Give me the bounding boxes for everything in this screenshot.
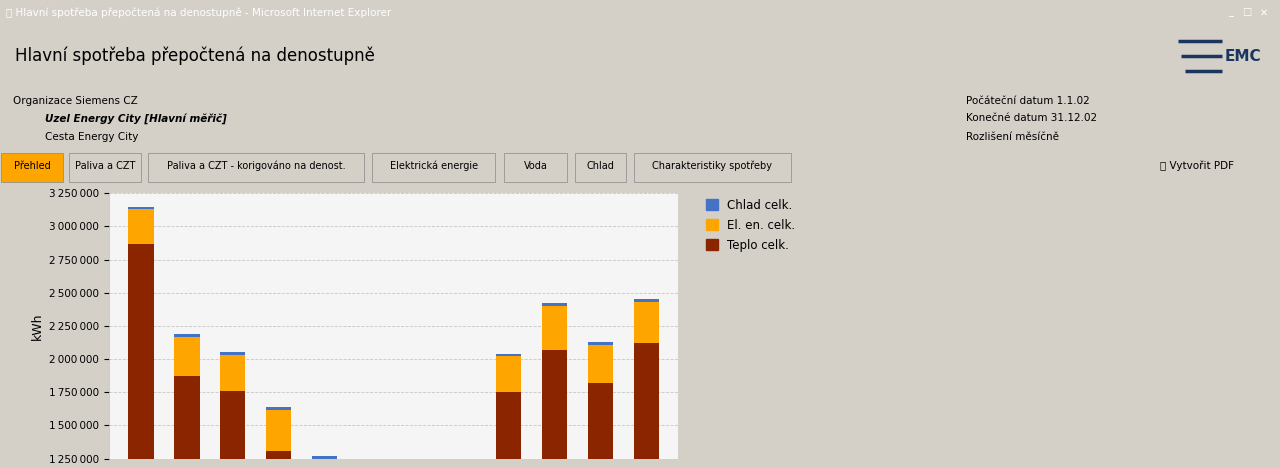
Bar: [220, 355, 246, 391]
Text: Uzel Energy City [Hlavní měřič]: Uzel Energy City [Hlavní měřič]: [45, 113, 227, 124]
Bar: [266, 451, 292, 468]
Bar: [634, 302, 659, 343]
Text: EMC: EMC: [1225, 49, 1262, 64]
Bar: [541, 306, 567, 350]
Bar: [174, 334, 200, 336]
Text: Konečné datum 31.12.02: Konečné datum 31.12.02: [966, 113, 1097, 123]
Bar: [588, 383, 613, 468]
Text: Paliva a CZT - korigováno na denost.: Paliva a CZT - korigováno na denost.: [166, 161, 346, 171]
Text: Chlad: Chlad: [586, 161, 614, 171]
Bar: [312, 456, 338, 468]
Bar: [575, 153, 626, 182]
Bar: [541, 350, 567, 468]
Bar: [128, 209, 154, 244]
Text: Počáteční datum 1.1.02: Počáteční datum 1.1.02: [966, 96, 1091, 106]
Bar: [220, 391, 246, 468]
Bar: [588, 342, 613, 344]
Text: Přehled: Přehled: [14, 161, 50, 171]
Text: Rozlišení měsíčně: Rozlišení měsíčně: [966, 132, 1060, 142]
Legend: Chlad celk., El. en. celk., Teplo celk.: Chlad celk., El. en. celk., Teplo celk.: [701, 194, 800, 256]
Text: ✕: ✕: [1260, 7, 1267, 17]
Text: □: □: [1242, 7, 1252, 17]
Bar: [541, 303, 567, 306]
Bar: [266, 407, 292, 410]
Text: Paliva a CZT: Paliva a CZT: [74, 161, 136, 171]
Bar: [148, 153, 364, 182]
Bar: [504, 153, 567, 182]
Bar: [266, 410, 292, 451]
Bar: [69, 153, 141, 182]
Text: Cesta Energy City: Cesta Energy City: [45, 132, 138, 142]
Bar: [128, 206, 154, 209]
Bar: [634, 343, 659, 468]
Bar: [174, 336, 200, 376]
Bar: [174, 376, 200, 468]
Bar: [634, 153, 791, 182]
Bar: [128, 244, 154, 468]
Y-axis label: kWh: kWh: [31, 312, 44, 340]
Bar: [495, 354, 521, 357]
Text: _: _: [1228, 7, 1233, 17]
Text: Elektrická energie: Elektrická energie: [390, 161, 477, 171]
Bar: [495, 392, 521, 468]
Bar: [372, 153, 495, 182]
Text: Voda: Voda: [524, 161, 548, 171]
Bar: [220, 352, 246, 355]
Bar: [634, 300, 659, 302]
Text: Organizace Siemens CZ: Organizace Siemens CZ: [13, 96, 137, 106]
Text: Hlavní spotřeba přepočtená na denostupně: Hlavní spotřeba přepočtená na denostupně: [15, 47, 375, 66]
Bar: [1, 153, 63, 182]
Text: 🌐 Hlavní spotřeba přepočtená na denostupně - Microsoft Internet Explorer: 🌐 Hlavní spotřeba přepočtená na denostup…: [6, 7, 392, 18]
Text: Charakteristiky spotřeby: Charakteristiky spotřeby: [653, 161, 772, 171]
Bar: [588, 344, 613, 383]
Bar: [495, 357, 521, 392]
Text: 📄 Vytvořit PDF: 📄 Vytvořit PDF: [1160, 161, 1234, 171]
